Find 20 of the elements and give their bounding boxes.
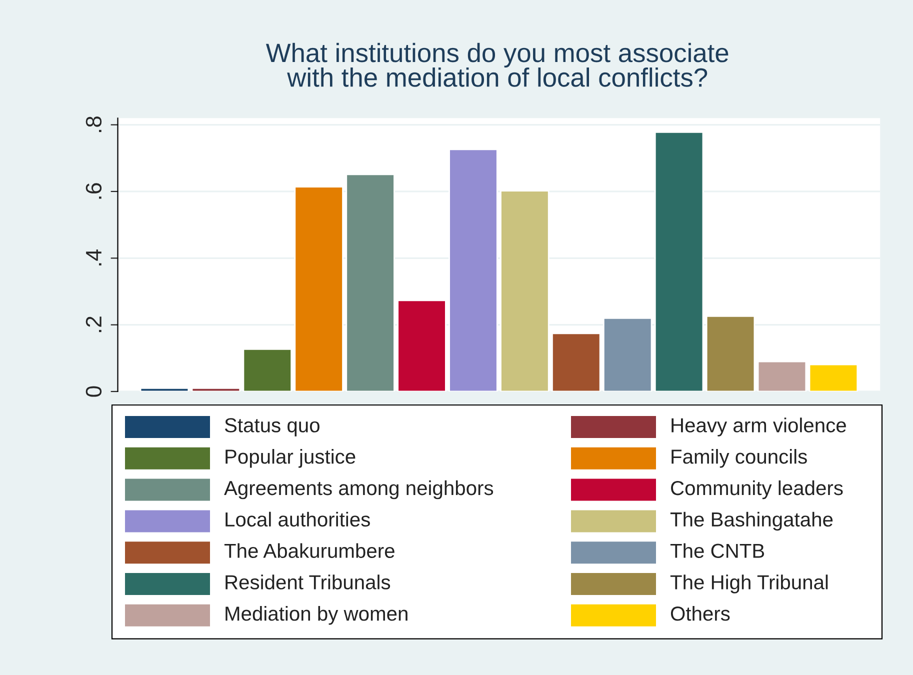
legend-label: Popular justice (226, 449, 356, 468)
legend-label: Local authorities (226, 512, 370, 527)
legend-label: Resident Tribunals (226, 574, 390, 590)
y-tick-label: .6 (86, 183, 102, 199)
legend-label: The CNTB (670, 543, 764, 558)
chart-title: What institutions do you most associate with the mediation of local conflicts? (266, 42, 728, 87)
legend-label: Others (670, 606, 730, 621)
legend-label: Status quo (224, 418, 320, 436)
legend-label: The Abakurumbere (224, 543, 394, 558)
y-tick-label: .4 (86, 250, 102, 266)
legend-label: Agreements among neighbors (224, 480, 494, 500)
y-tick-label: 0 (86, 386, 102, 397)
legend-label: Heavy arm violence (672, 418, 846, 436)
legend-label: Community leaders (671, 480, 843, 500)
y-tick-label: .8 (86, 116, 102, 132)
legend-label: Mediation by women (226, 606, 408, 625)
legend-label: The Bashingatahe (670, 512, 833, 531)
legend-label: Family councils (672, 449, 807, 468)
legend-label: The High Tribunal (670, 574, 828, 594)
y-tick-label: .2 (86, 316, 102, 332)
